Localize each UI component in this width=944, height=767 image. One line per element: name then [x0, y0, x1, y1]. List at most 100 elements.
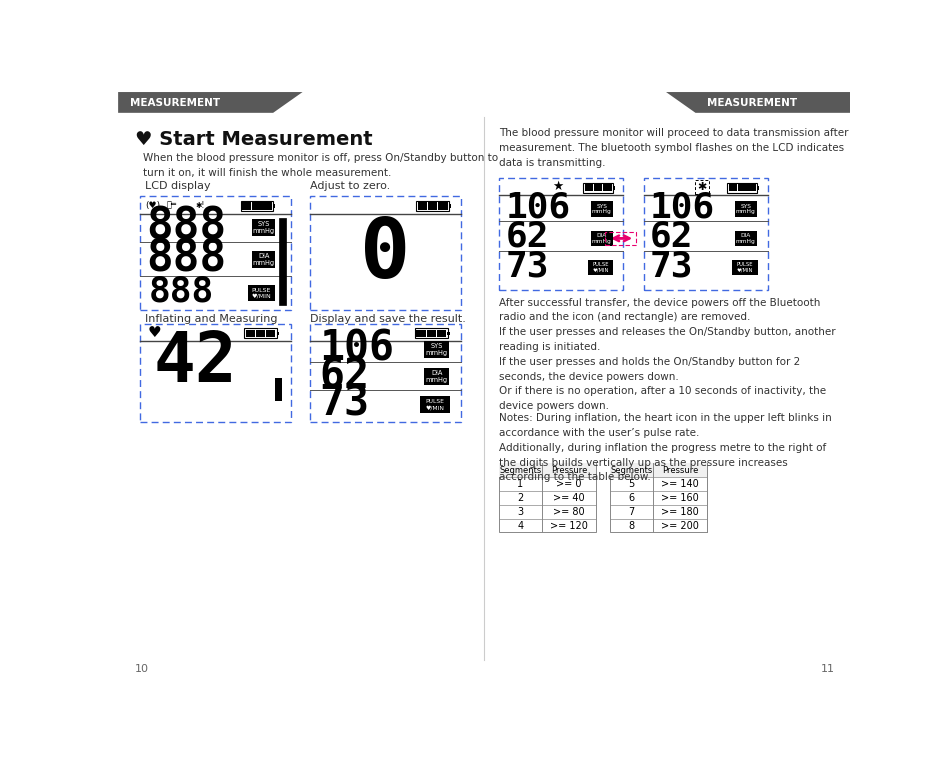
Polygon shape [666, 92, 850, 113]
Bar [498, 463, 596, 532]
Bar [727, 183, 756, 193]
Text: 106: 106 [319, 328, 395, 370]
Text: >= 200: >= 200 [661, 521, 699, 531]
Bar [732, 260, 757, 275]
Text: ⛹═: ⛹═ [166, 201, 176, 209]
Bar [694, 179, 708, 194]
Bar [734, 231, 756, 246]
Text: 888: 888 [149, 275, 214, 308]
Bar [428, 202, 437, 210]
Text: 0: 0 [360, 214, 411, 295]
Bar [310, 196, 461, 310]
Bar [266, 330, 275, 337]
Text: DIA
mmHg: DIA mmHg [252, 253, 275, 266]
Bar [262, 202, 271, 210]
Bar [590, 202, 612, 217]
Bar [584, 184, 593, 192]
Text: 73: 73 [319, 383, 369, 425]
Text: When the blood pressure monitor is off, press On/Standby button to
turn it on, i: When the blood pressure monitor is off, … [143, 153, 497, 178]
Text: PULSE
♥/MIN: PULSE ♥/MIN [592, 262, 609, 273]
Text: (♥): (♥) [145, 201, 160, 209]
Text: Adjust to zero.: Adjust to zero. [310, 181, 390, 191]
Text: 62: 62 [649, 220, 693, 254]
Text: 7: 7 [628, 507, 633, 517]
Text: SYS
mmHg: SYS mmHg [591, 204, 611, 215]
Bar [414, 328, 447, 338]
Text: 73: 73 [649, 249, 693, 283]
Bar [424, 341, 448, 357]
Bar [590, 231, 612, 246]
Bar [252, 202, 261, 210]
Text: SYS
mmHg: SYS mmHg [735, 204, 755, 215]
Text: >= 80: >= 80 [553, 507, 584, 517]
Bar [610, 463, 706, 477]
Text: Segments: Segments [498, 466, 541, 475]
Bar [756, 186, 758, 189]
Bar [734, 202, 756, 217]
Bar [610, 463, 706, 532]
Bar [242, 202, 251, 210]
Text: >= 140: >= 140 [661, 479, 699, 489]
Text: ♥: ♥ [147, 324, 161, 340]
Bar [426, 330, 435, 337]
Bar [438, 202, 447, 210]
Bar [737, 184, 746, 192]
Text: ✱: ✱ [697, 182, 705, 192]
Bar [643, 178, 767, 290]
Bar [436, 330, 446, 337]
Text: Pressure: Pressure [661, 466, 698, 475]
Text: 73: 73 [505, 249, 548, 283]
Bar [252, 252, 275, 268]
Text: >= 40: >= 40 [553, 493, 584, 503]
Text: Display and save the result.: Display and save the result. [310, 314, 465, 324]
Bar [604, 232, 635, 245]
Text: ★: ★ [551, 180, 563, 193]
Bar [602, 184, 611, 192]
Text: 2: 2 [516, 493, 523, 503]
Text: ✱!: ✱! [195, 201, 205, 209]
Text: PULSE
♥/MIN: PULSE ♥/MIN [251, 288, 271, 298]
Bar [594, 184, 602, 192]
Bar [277, 331, 279, 335]
Bar [241, 201, 273, 212]
Bar [275, 377, 281, 401]
Text: ♥ Start Measurement: ♥ Start Measurement [135, 130, 372, 149]
Bar [252, 219, 275, 236]
Text: 42: 42 [154, 329, 237, 396]
Text: 888: 888 [146, 238, 226, 281]
Polygon shape [118, 92, 302, 113]
Text: DIA
mmHg: DIA mmHg [735, 233, 755, 244]
Text: MEASUREMENT: MEASUREMENT [706, 98, 797, 108]
Bar [498, 463, 596, 477]
Text: 62: 62 [505, 220, 548, 254]
Bar [747, 184, 755, 192]
Text: Notes: During inflation, the heart icon in the upper left blinks in
accordance w: Notes: During inflation, the heart icon … [498, 413, 832, 482]
Text: SYS
mmHg: SYS mmHg [425, 343, 447, 356]
Text: >= 180: >= 180 [661, 507, 699, 517]
Bar [582, 183, 612, 193]
Bar [416, 201, 448, 212]
Text: 4: 4 [516, 521, 523, 531]
Text: SYS
mmHg: SYS mmHg [252, 221, 275, 234]
Bar [587, 260, 613, 275]
Text: 11: 11 [820, 663, 834, 673]
Bar [728, 184, 736, 192]
Bar [140, 196, 291, 310]
Bar [498, 178, 623, 290]
Bar [310, 324, 461, 423]
Text: 6: 6 [628, 493, 633, 503]
Bar [244, 328, 277, 338]
Text: LCD display: LCD display [145, 181, 211, 191]
Text: >= 0: >= 0 [556, 479, 582, 489]
Text: After successful transfer, the device powers off the Bluetooth
radio and the ico: After successful transfer, the device po… [498, 298, 835, 411]
Text: >= 120: >= 120 [549, 521, 587, 531]
Text: 106: 106 [649, 190, 715, 225]
Text: The blood pressure monitor will proceed to data transmission after
measurement. : The blood pressure monitor will proceed … [498, 128, 848, 168]
Text: 3: 3 [516, 507, 523, 517]
Bar [140, 324, 291, 423]
Text: DIA
mmHg: DIA mmHg [425, 370, 447, 384]
Bar [245, 330, 255, 337]
Text: PULSE
♥/MIN: PULSE ♥/MIN [425, 400, 444, 410]
Text: 106: 106 [505, 190, 570, 225]
Bar [256, 330, 265, 337]
